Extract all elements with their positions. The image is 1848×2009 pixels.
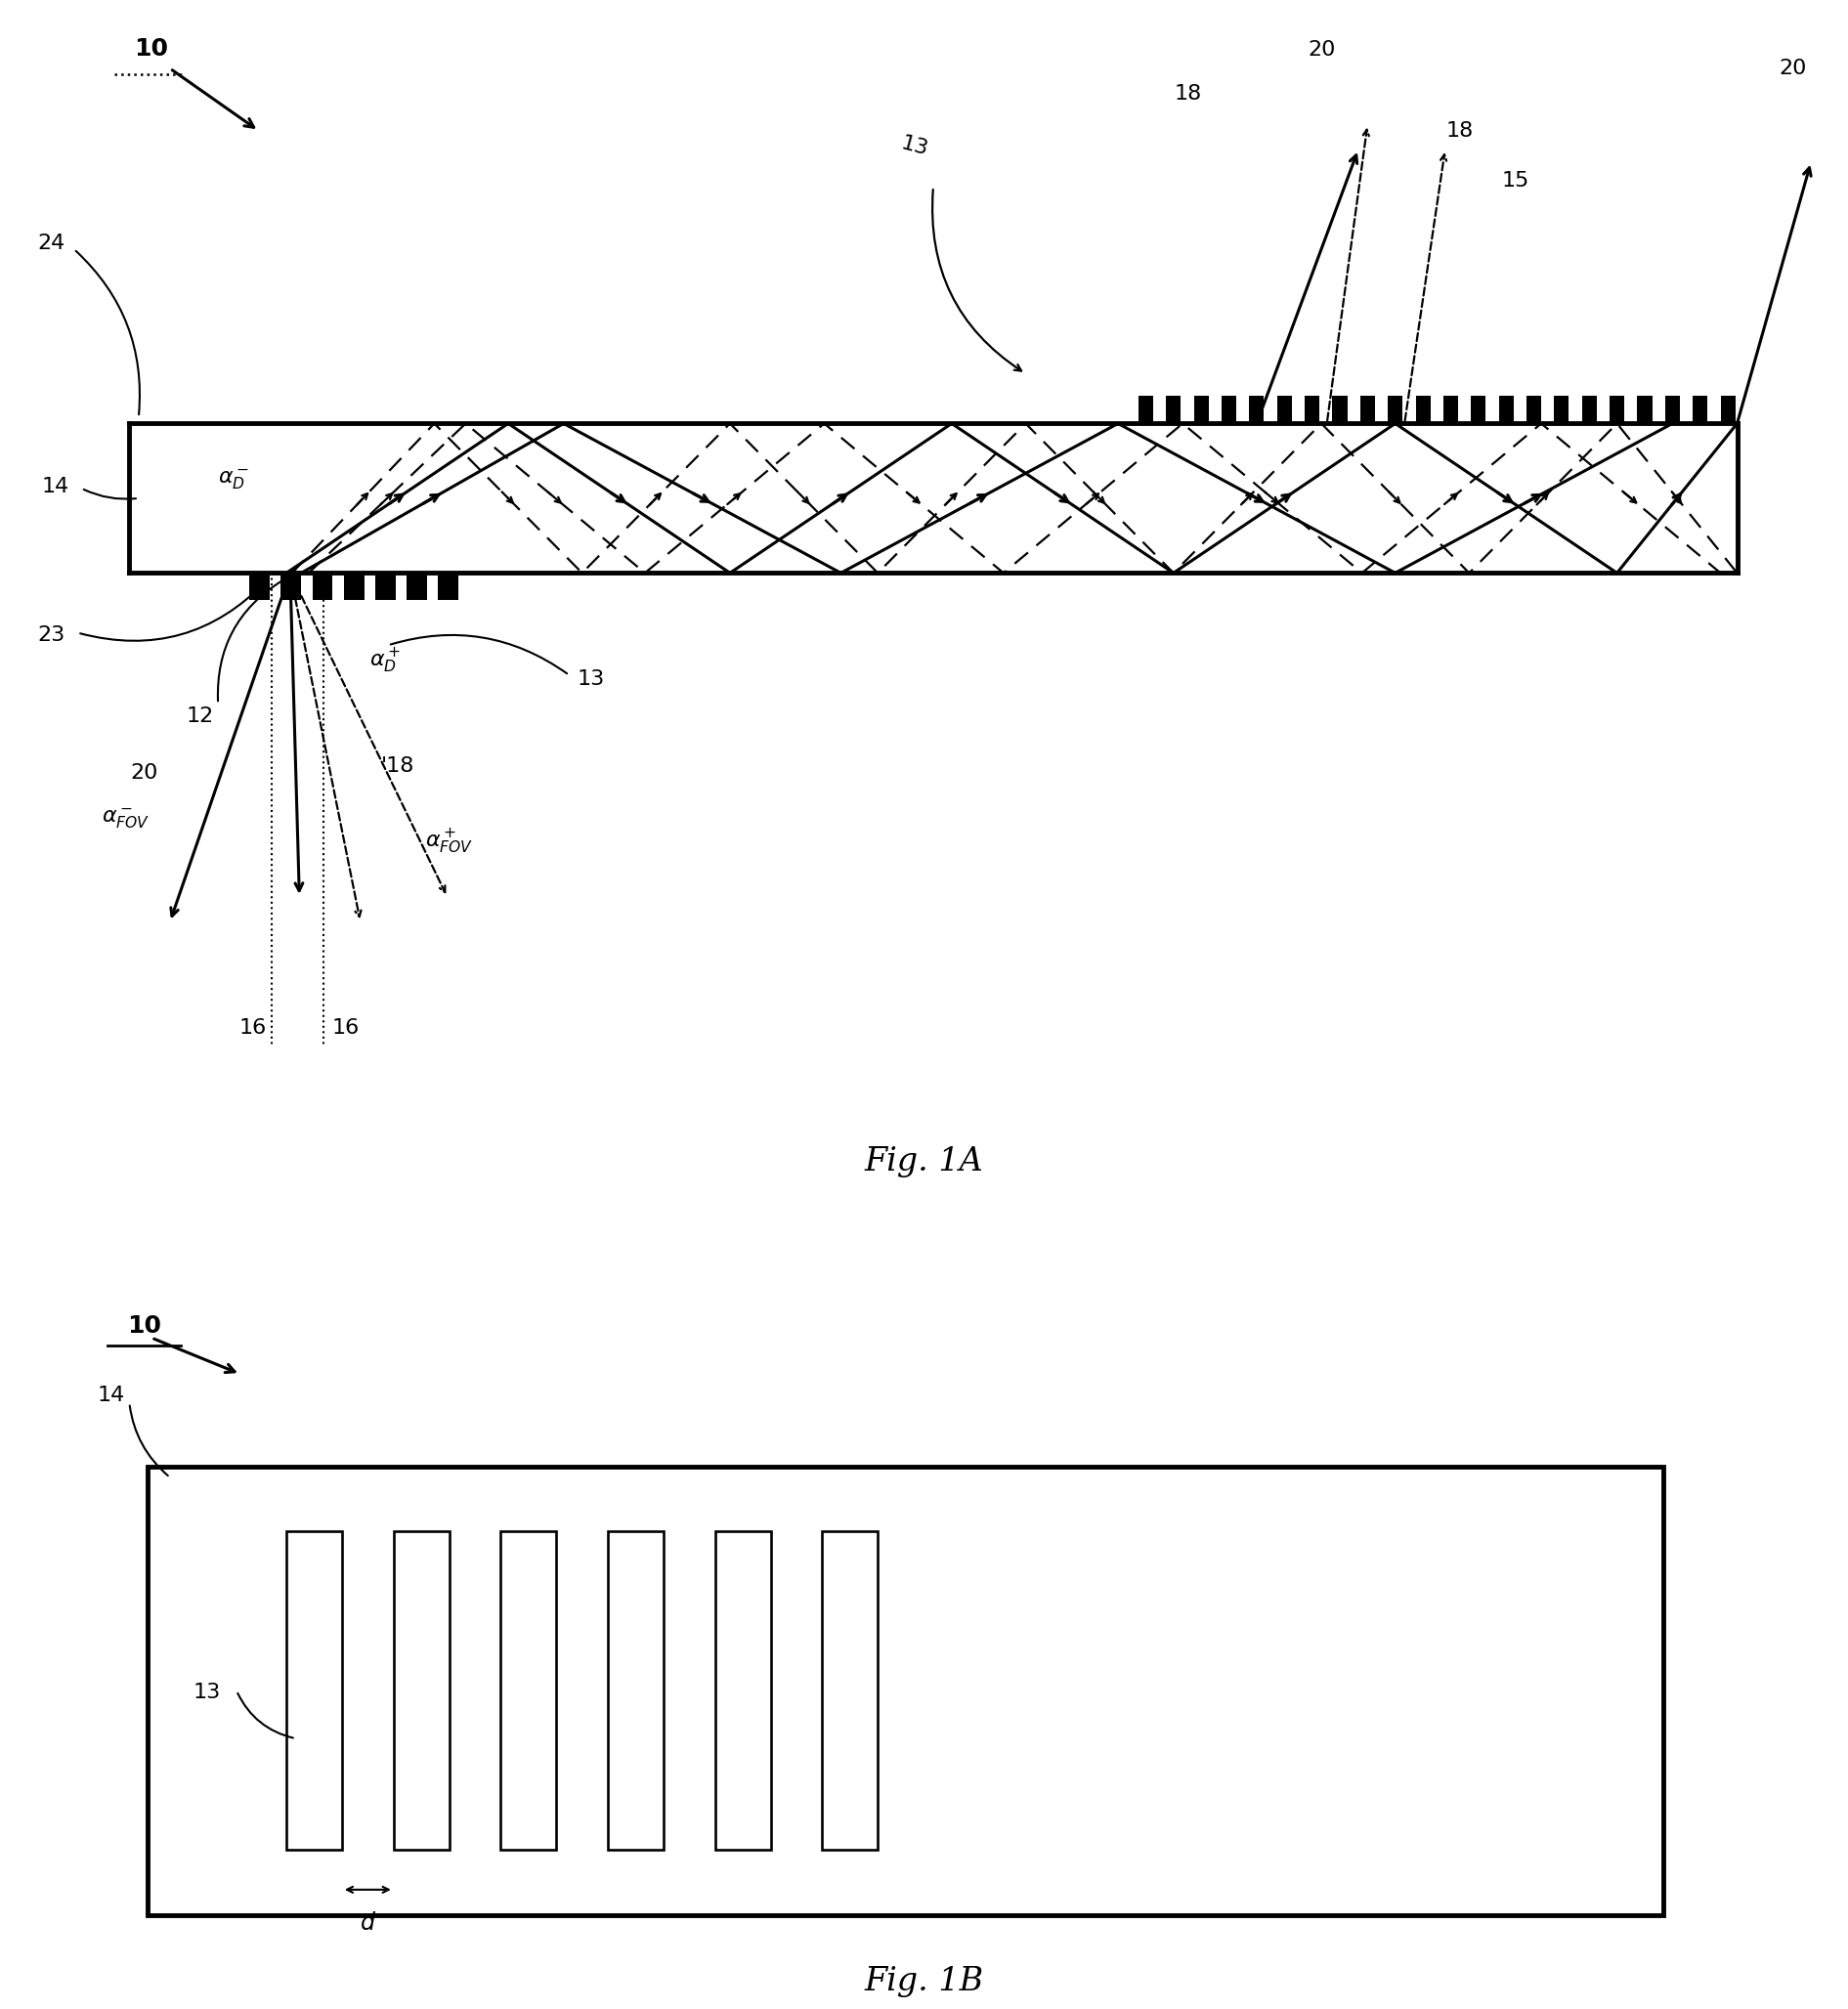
Bar [1693, 396, 1708, 424]
Bar [501, 1531, 556, 1850]
Text: 24: 24 [39, 233, 65, 253]
Text: 14: 14 [43, 476, 68, 496]
Bar [1305, 396, 1319, 424]
Text: 18: 18 [1175, 84, 1201, 104]
Bar [312, 573, 333, 601]
Bar [1665, 396, 1680, 424]
Text: 18: 18 [1447, 121, 1473, 141]
Text: Fig. 1A: Fig. 1A [865, 1147, 983, 1177]
Text: 16: 16 [333, 1019, 359, 1039]
Bar [1443, 396, 1458, 424]
Text: 20: 20 [1778, 58, 1807, 78]
Bar [608, 1531, 663, 1850]
Text: 15: 15 [1501, 171, 1530, 191]
Bar [1194, 396, 1209, 424]
Bar [1277, 396, 1292, 424]
Text: 23: 23 [39, 627, 65, 645]
Text: $\alpha^-_{FOV}$: $\alpha^-_{FOV}$ [102, 806, 150, 830]
Text: 16: 16 [240, 1019, 266, 1039]
Text: 10: 10 [135, 38, 168, 60]
Bar [1222, 396, 1236, 424]
Text: 13: 13 [194, 1682, 220, 1702]
Text: 20: 20 [1307, 40, 1336, 60]
Bar [1388, 396, 1403, 424]
Text: $d$: $d$ [359, 1911, 377, 1935]
Bar [1582, 396, 1597, 424]
Bar [1471, 396, 1486, 424]
Bar [375, 573, 395, 601]
Text: Fig. 1B: Fig. 1B [865, 1967, 983, 1997]
Bar [715, 1531, 771, 1850]
Bar [1360, 396, 1375, 424]
Bar [249, 573, 270, 601]
Text: $\alpha_D^+$: $\alpha_D^+$ [370, 647, 401, 675]
Bar [438, 573, 458, 601]
Bar [1720, 396, 1735, 424]
Text: '18: '18 [381, 757, 414, 775]
Text: 13: 13 [898, 133, 931, 159]
Text: 14: 14 [98, 1386, 124, 1406]
Bar [1166, 396, 1181, 424]
Text: 20: 20 [129, 763, 159, 782]
Bar [1249, 396, 1264, 424]
Text: 13: 13 [578, 669, 604, 689]
Text: $\alpha_D^-$: $\alpha_D^-$ [218, 468, 249, 492]
Bar [281, 573, 301, 601]
Bar [1499, 396, 1514, 424]
Bar [1526, 396, 1541, 424]
Bar [407, 573, 427, 601]
Text: 12: 12 [187, 707, 213, 727]
Bar [1637, 396, 1652, 424]
Bar [1554, 396, 1569, 424]
Bar [1610, 396, 1624, 424]
Text: $\alpha^+_{FOV}$: $\alpha^+_{FOV}$ [425, 828, 473, 856]
Bar [1332, 396, 1347, 424]
Text: 10: 10 [128, 1314, 161, 1338]
Bar [822, 1531, 878, 1850]
Bar [286, 1531, 342, 1850]
Bar [148, 1467, 1663, 1915]
Bar [1138, 396, 1153, 424]
Bar [344, 573, 364, 601]
Bar [1416, 396, 1430, 424]
Bar [394, 1531, 449, 1850]
